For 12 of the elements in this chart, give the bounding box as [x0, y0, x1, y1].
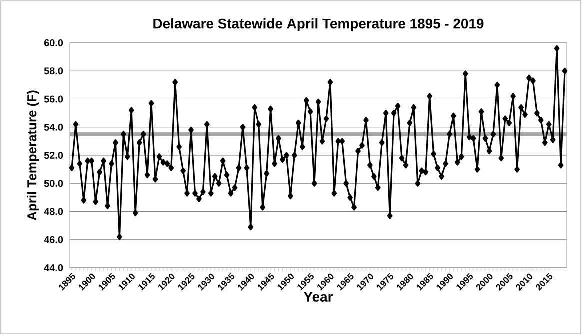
y-tick-label: 48.0: [44, 208, 64, 216]
y-tick-label: 60.0: [44, 39, 64, 47]
x-axis-title: Year: [304, 292, 334, 302]
y-tick-label: 52.0: [44, 152, 64, 160]
y-axis-title: April Temperature (F): [27, 90, 40, 221]
y-tick-label: 44.0: [44, 264, 64, 272]
chart-title: Delaware Statewide April Temperature 1895 - 2019: [154, 18, 484, 32]
y-tick-label: 58.0: [44, 68, 64, 75]
y-tick-label: 54.0: [44, 124, 64, 131]
y-tick-label: 46.0: [44, 236, 64, 244]
y-tick-label: 50.0: [44, 180, 64, 188]
y-tick-label: 56.0: [44, 96, 64, 103]
